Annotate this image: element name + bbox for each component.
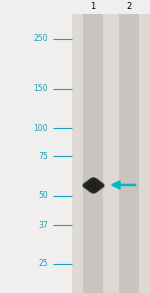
Bar bbox=[119, 14, 139, 293]
Text: 250: 250 bbox=[33, 34, 48, 43]
Text: 75: 75 bbox=[38, 152, 48, 161]
Text: 2: 2 bbox=[126, 2, 132, 11]
Text: 150: 150 bbox=[33, 84, 48, 93]
Text: 25: 25 bbox=[38, 259, 48, 268]
Text: 100: 100 bbox=[33, 124, 48, 133]
Bar bbox=[83, 14, 103, 293]
Text: 37: 37 bbox=[38, 221, 48, 230]
Text: 50: 50 bbox=[38, 191, 48, 200]
Text: 1: 1 bbox=[90, 2, 96, 11]
Bar bbox=[72, 14, 150, 293]
